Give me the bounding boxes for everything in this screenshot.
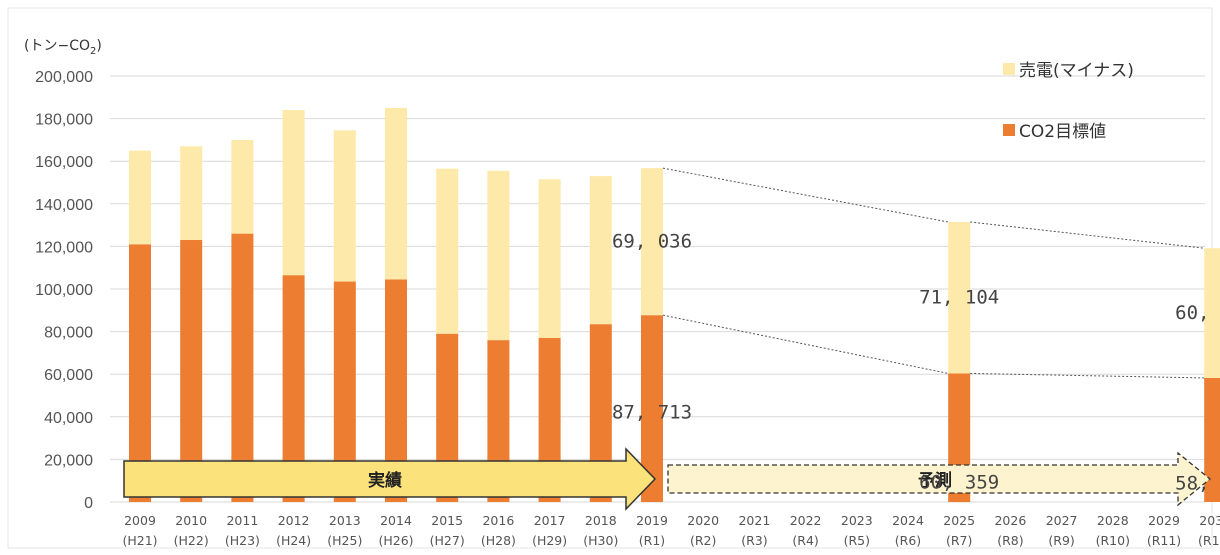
x-tick-year: 2014 [380, 513, 412, 528]
bar-power-sale [589, 176, 612, 325]
x-tick-era: (H29) [532, 533, 567, 548]
x-tick-era: (H26) [378, 533, 413, 548]
x-tick-year: 2015 [431, 513, 463, 528]
y-tick-label: 160,000 [35, 154, 93, 171]
x-tick-year: 2024 [892, 513, 924, 528]
y-tick-label: 100,000 [35, 282, 93, 299]
bar-co2-target [436, 333, 459, 502]
x-tick-year: 2027 [1046, 513, 1078, 528]
x-tick-era: (H21) [122, 533, 157, 548]
x-tick-era: (R2) [690, 533, 716, 548]
y-axis-unit-label: (トン−CO2) [24, 38, 102, 57]
bar-co2-target [333, 281, 356, 502]
x-tick-era: (H23) [225, 533, 260, 548]
bar-power-sale [436, 168, 459, 334]
legend-swatch-sell [1003, 63, 1015, 75]
x-tick-year: 2030 [1199, 513, 1220, 528]
x-tick-year: 2009 [124, 513, 156, 528]
bar-power-sale [129, 150, 151, 245]
bar-co2-target [385, 279, 407, 502]
x-tick-year: 2029 [1148, 513, 1180, 528]
bar-power-sale [641, 168, 663, 316]
x-tick-era: (R7) [946, 533, 972, 548]
x-tick-year: 2026 [994, 513, 1026, 528]
bar-co2-target [1204, 377, 1220, 502]
x-tick-year: 2025 [943, 513, 975, 528]
x-tick-era: (R4) [792, 533, 818, 548]
x-tick-era: (R3) [741, 533, 767, 548]
y-tick-label: 40,000 [44, 410, 93, 427]
trend-connector-line [970, 372, 1205, 379]
x-tick-year: 2011 [226, 513, 258, 528]
y-tick-label: 80,000 [44, 325, 93, 342]
x-tick-era: (R1) [639, 533, 665, 548]
legend-label-sell: 売電(マイナス) [1019, 61, 1134, 81]
x-tick-year: 2013 [329, 513, 361, 528]
bar-co2-target [231, 233, 254, 502]
bar-power-sale [385, 107, 407, 280]
data-label: 60, 359 [919, 472, 999, 494]
x-tick-era: (R9) [1048, 533, 1074, 548]
x-tick-era: (R11) [1147, 533, 1181, 548]
x-tick-year: 2019 [636, 513, 668, 528]
x-tick-year: 2018 [585, 513, 617, 528]
bar-co2-target [589, 324, 612, 502]
bar-power-sale [1204, 248, 1220, 378]
trend-connector-line [662, 314, 949, 374]
x-tick-year: 2016 [482, 513, 514, 528]
x-tick-era: (R5) [844, 533, 870, 548]
data-label: 71, 104 [919, 287, 999, 309]
trend-connector-line [662, 167, 949, 223]
forecast-arrow [667, 451, 1212, 507]
forecast-arrow-label: 予測 [918, 470, 952, 491]
bar-co2-target [282, 275, 305, 502]
bar-co2-target [129, 244, 151, 502]
x-tick-year: 2022 [790, 513, 822, 528]
bar-co2-target [641, 315, 663, 502]
x-tick-era: (H25) [327, 533, 362, 548]
x-tick-era: (R6) [895, 533, 921, 548]
bar-power-sale [948, 221, 971, 374]
y-tick-label: 0 [84, 495, 93, 512]
bar-power-sale [282, 110, 305, 276]
x-tick-era: (H24) [276, 533, 311, 548]
data-label: 69, 036 [612, 231, 692, 253]
legend-label-co2: CO2目標値 [1019, 122, 1106, 142]
actual-arrow [123, 447, 657, 511]
y-tick-label: 180,000 [35, 112, 93, 129]
x-tick-year: 2010 [175, 513, 207, 528]
x-tick-year: 2021 [738, 513, 770, 528]
y-tick-label: 20,000 [44, 452, 93, 469]
actual-arrow-label: 実績 [368, 470, 402, 491]
x-tick-year: 2020 [687, 513, 719, 528]
legend-swatch-co2 [1003, 124, 1015, 136]
x-tick-year: 2017 [534, 513, 566, 528]
data-label: 87, 713 [612, 401, 692, 423]
x-tick-year: 2023 [841, 513, 873, 528]
x-tick-era: (H30) [583, 533, 618, 548]
x-tick-era: (R10) [1096, 533, 1130, 548]
legend: 売電(マイナス) CO2目標値 [1003, 61, 1134, 142]
bar-co2-target [180, 240, 203, 502]
bar-power-sale [487, 170, 510, 341]
y-tick-label: 120,000 [35, 239, 93, 256]
x-tick-era: (R8) [997, 533, 1023, 548]
bar-power-sale [180, 146, 203, 241]
x-tick-year: 2012 [278, 513, 310, 528]
x-tick-era: (H22) [174, 533, 209, 548]
y-tick-label: 60,000 [44, 367, 93, 384]
y-tick-label: 140,000 [35, 197, 93, 214]
trend-connector-line [970, 221, 1205, 249]
x-tick-era: (H28) [481, 533, 516, 548]
x-tick-era: (H27) [430, 533, 465, 548]
x-tick-era: (R12) [1198, 533, 1220, 548]
bar-power-sale [538, 179, 561, 338]
bar-power-sale [231, 139, 254, 234]
y-tick-label: 200,000 [35, 69, 93, 86]
data-label: 60, 896 [1175, 302, 1220, 324]
bar-power-sale [333, 130, 356, 282]
x-tick-year: 2028 [1097, 513, 1129, 528]
data-label: 58, 249 [1175, 472, 1220, 494]
